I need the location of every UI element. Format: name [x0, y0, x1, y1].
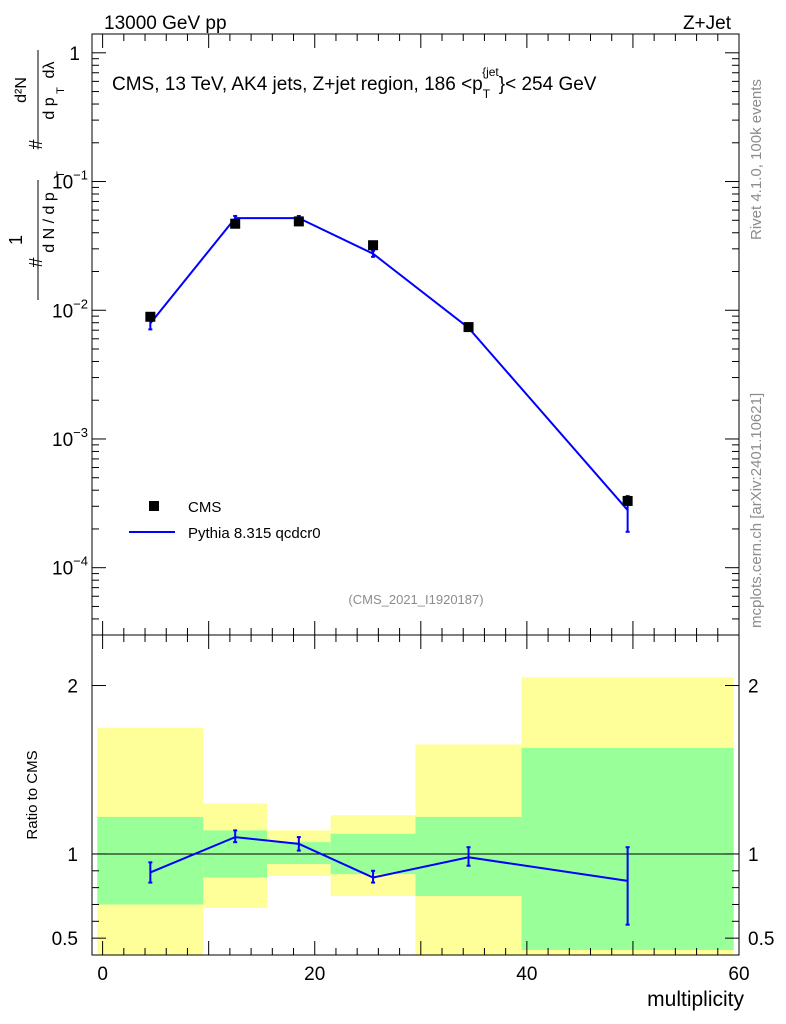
y-tick-label: 10−1 — [52, 168, 88, 194]
ylabel-part: # — [26, 258, 46, 268]
y-tick-label: 1 — [69, 44, 80, 65]
title-sup: {jet — [482, 65, 499, 79]
main-panel: 10−4 10−3 10−2 10−1 1 CMS, 13 TeV, AK4 jets,… — [6, 33, 740, 636]
ratio-x-tick-label: 40 — [516, 964, 537, 985]
uncertainty-band-green — [267, 842, 331, 865]
main-axis-ticks: 10−4 10−3 10−2 10−1 1 — [52, 34, 740, 636]
main-data — [145, 214, 633, 533]
title-post: }< 254 GeV — [499, 74, 597, 95]
main-title: CMS, 13 TeV, AK4 jets, Z+jet region, 186… — [112, 65, 597, 101]
ylabel-part: # — [26, 140, 46, 150]
cms-data-point — [230, 218, 241, 229]
ratio-data — [148, 829, 630, 926]
ratio-axis-ticks: 0.5 0.51 12 20 20 40 60 — [52, 635, 774, 985]
ylabel-part: d p — [41, 97, 58, 119]
cms-data-point — [368, 240, 379, 251]
cms-data-point — [293, 216, 304, 227]
legend: CMS Pythia 8.315 qcdcr0 — [129, 499, 321, 542]
cms-data-point — [145, 311, 156, 322]
ratio-x-tick-label: 20 — [304, 964, 325, 985]
svg-text:1: 1 — [6, 235, 26, 245]
ratio-x-tick-label: 0 — [97, 964, 108, 985]
title-sub: T — [483, 87, 491, 101]
ratio-xlabel: multiplicity — [647, 988, 744, 1011]
y-tick-label: 10−4 — [52, 554, 88, 580]
ratio-bands — [97, 677, 734, 955]
pythia-line — [149, 217, 629, 511]
header-right: Z+Jet — [683, 13, 732, 34]
main-frame — [91, 33, 740, 636]
ratio-y-tick-label-right: 2 — [748, 677, 759, 698]
ratio-x-tick-label: 60 — [728, 964, 749, 985]
y-tick-label: 10−3 — [52, 425, 88, 451]
svg-text:d²N: d²N — [13, 77, 30, 103]
ylabel-part: T — [55, 171, 67, 178]
ratio-panel: 0.5 0.51 12 20 20 40 60 Ratio to CMS multiplic… — [24, 634, 774, 1011]
cms-data-point — [622, 495, 633, 506]
legend-pythia-label: Pythia 8.315 qcdcr0 — [188, 525, 321, 542]
ratio-y-tick-label: 2 — [67, 677, 78, 698]
ratio-y-tick-label-right: 1 — [748, 845, 759, 866]
legend-cms-marker — [149, 501, 159, 511]
main-ylabel: # d N / d p T # d p T dλ 1 d²N — [6, 50, 68, 300]
y-tick-label: 10−2 — [52, 296, 88, 322]
ratio-frame — [91, 634, 740, 956]
ratio-ylabel: Ratio to CMS — [24, 750, 41, 839]
legend-cms-label: CMS — [188, 499, 221, 516]
ratio-y-tick-label-right: 0.5 — [748, 929, 774, 950]
ylabel-part: d N / d p — [41, 192, 58, 253]
title-pre: CMS, 13 TeV, AK4 jets, Z+jet region, 186… — [112, 74, 483, 95]
header-left: 13000 GeV pp — [104, 13, 227, 34]
uncertainty-band-green — [97, 816, 204, 905]
ylabel-part: T — [55, 87, 67, 94]
watermark: (CMS_2021_I1920187) — [348, 592, 483, 607]
mcplots-label: mcplots.cern.ch [arXiv:2401.10621] — [748, 393, 765, 628]
ratio-line — [149, 836, 628, 882]
svg-text:# d N / d p T: # d N / d p T # d p T dλ — [26, 62, 68, 268]
cms-data-point — [463, 322, 474, 333]
ratio-y-tick-label: 1 — [67, 845, 78, 866]
ylabel-part: dλ — [41, 62, 58, 79]
rivet-label: Rivet 4.1.0, 100k events — [748, 79, 765, 240]
ratio-y-tick-label: 0.5 — [52, 929, 78, 950]
